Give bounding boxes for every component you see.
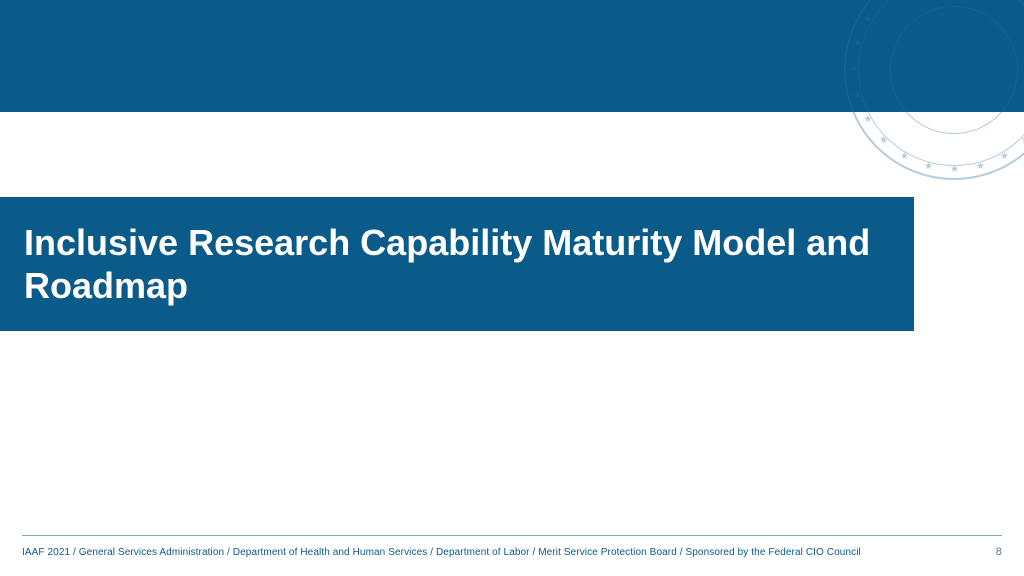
footer-rule [22,535,1002,536]
footer: IAAF 2021 / General Services Administrat… [22,535,1002,558]
seal-decoration: ★★★★★★★★★★★★★★★★★★★★★★★★ [844,0,1024,180]
title-band: Inclusive Research Capability Maturity M… [0,197,914,331]
header-band: ★★★★★★★★★★★★★★★★★★★★★★★★ [0,0,1024,112]
page-number: 8 [996,546,1002,558]
slide-title: Inclusive Research Capability Maturity M… [24,221,874,307]
footer-text: IAAF 2021 / General Services Administrat… [22,547,861,558]
